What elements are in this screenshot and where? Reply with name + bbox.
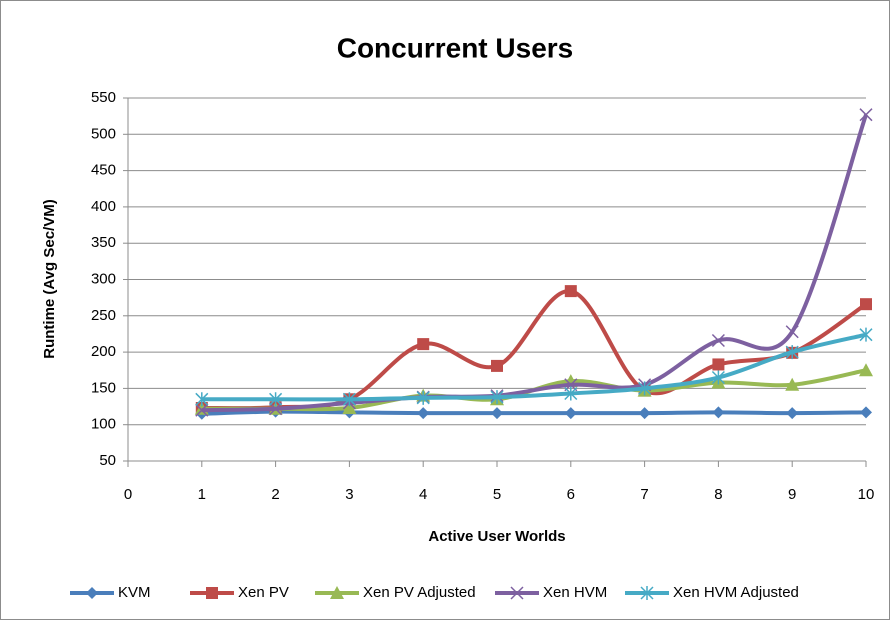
marker: [564, 285, 577, 298]
legend-label: KVM: [118, 584, 151, 601]
marker: [860, 406, 872, 419]
marker: [86, 587, 98, 599]
marker: [638, 407, 651, 420]
marker: [206, 587, 218, 599]
legend-label: Xen PV: [238, 584, 289, 601]
marker: [564, 407, 577, 420]
marker: [417, 338, 430, 351]
marker: [640, 586, 654, 600]
y-tick-label: 350: [91, 234, 116, 251]
marker: [712, 406, 725, 419]
y-tick-label: 300: [91, 270, 116, 287]
marker: [510, 586, 524, 600]
x-tick-label: 3: [345, 486, 353, 503]
marker: [491, 407, 503, 420]
marker: [195, 392, 209, 407]
y-tick-label: 50: [99, 452, 116, 469]
marker: [859, 327, 873, 342]
y-tick-label: 150: [91, 379, 116, 396]
legend-item: Xen HVM Adjusted: [625, 584, 799, 601]
marker: [712, 358, 725, 371]
marker: [417, 407, 430, 420]
marker: [416, 390, 430, 405]
y-tick-label: 500: [91, 125, 116, 142]
marker: [786, 407, 799, 420]
x-tick-label: 10: [858, 486, 875, 503]
y-axis-label: Runtime (Avg Sec/VM): [41, 199, 58, 358]
y-tick-label: 100: [91, 416, 116, 433]
x-tick-label: 7: [640, 486, 648, 503]
marker: [195, 403, 209, 417]
legend-item: Xen HVM: [495, 584, 607, 601]
marker: [785, 325, 799, 339]
marker: [342, 392, 356, 407]
marker: [269, 402, 283, 416]
x-tick-label: 9: [788, 486, 796, 503]
x-tick-label: 1: [198, 486, 206, 503]
legend-item: Xen PV Adjusted: [315, 584, 476, 601]
series-line: [201, 409, 867, 416]
x-tick-label: 8: [714, 486, 722, 503]
marker: [785, 345, 799, 360]
marker: [490, 390, 504, 405]
marker: [564, 386, 578, 401]
series-line: [201, 332, 867, 402]
marker: [269, 392, 283, 407]
marker: [330, 586, 344, 599]
y-tick-label: 250: [91, 307, 116, 324]
marker: [342, 401, 357, 415]
legend-label: Xen PV Adjusted: [363, 584, 476, 601]
marker: [860, 298, 872, 311]
marker: [638, 381, 652, 396]
marker: [711, 370, 725, 385]
legend-item: KVM: [70, 584, 151, 601]
y-tick-label: 450: [91, 162, 116, 179]
marker: [859, 363, 873, 377]
x-tick-label: 4: [419, 486, 427, 503]
x-axis-label: Active User Worlds: [428, 528, 565, 545]
y-tick-label: 550: [91, 89, 116, 106]
chart-title: Concurrent Users: [337, 32, 574, 63]
x-tick-label: 2: [271, 486, 279, 503]
legend-label: Xen HVM Adjusted: [673, 584, 799, 601]
marker: [785, 377, 800, 391]
legend-item: Xen PV: [190, 584, 289, 601]
x-tick-label: 0: [124, 486, 132, 503]
marker: [711, 333, 725, 348]
y-tick-label: 400: [91, 198, 116, 215]
y-tick-label: 200: [91, 343, 116, 360]
marker: [491, 359, 503, 372]
x-tick-label: 5: [493, 486, 501, 503]
legend-label: Xen HVM: [543, 584, 607, 601]
x-tick-label: 6: [567, 486, 575, 503]
marker: [859, 108, 873, 122]
